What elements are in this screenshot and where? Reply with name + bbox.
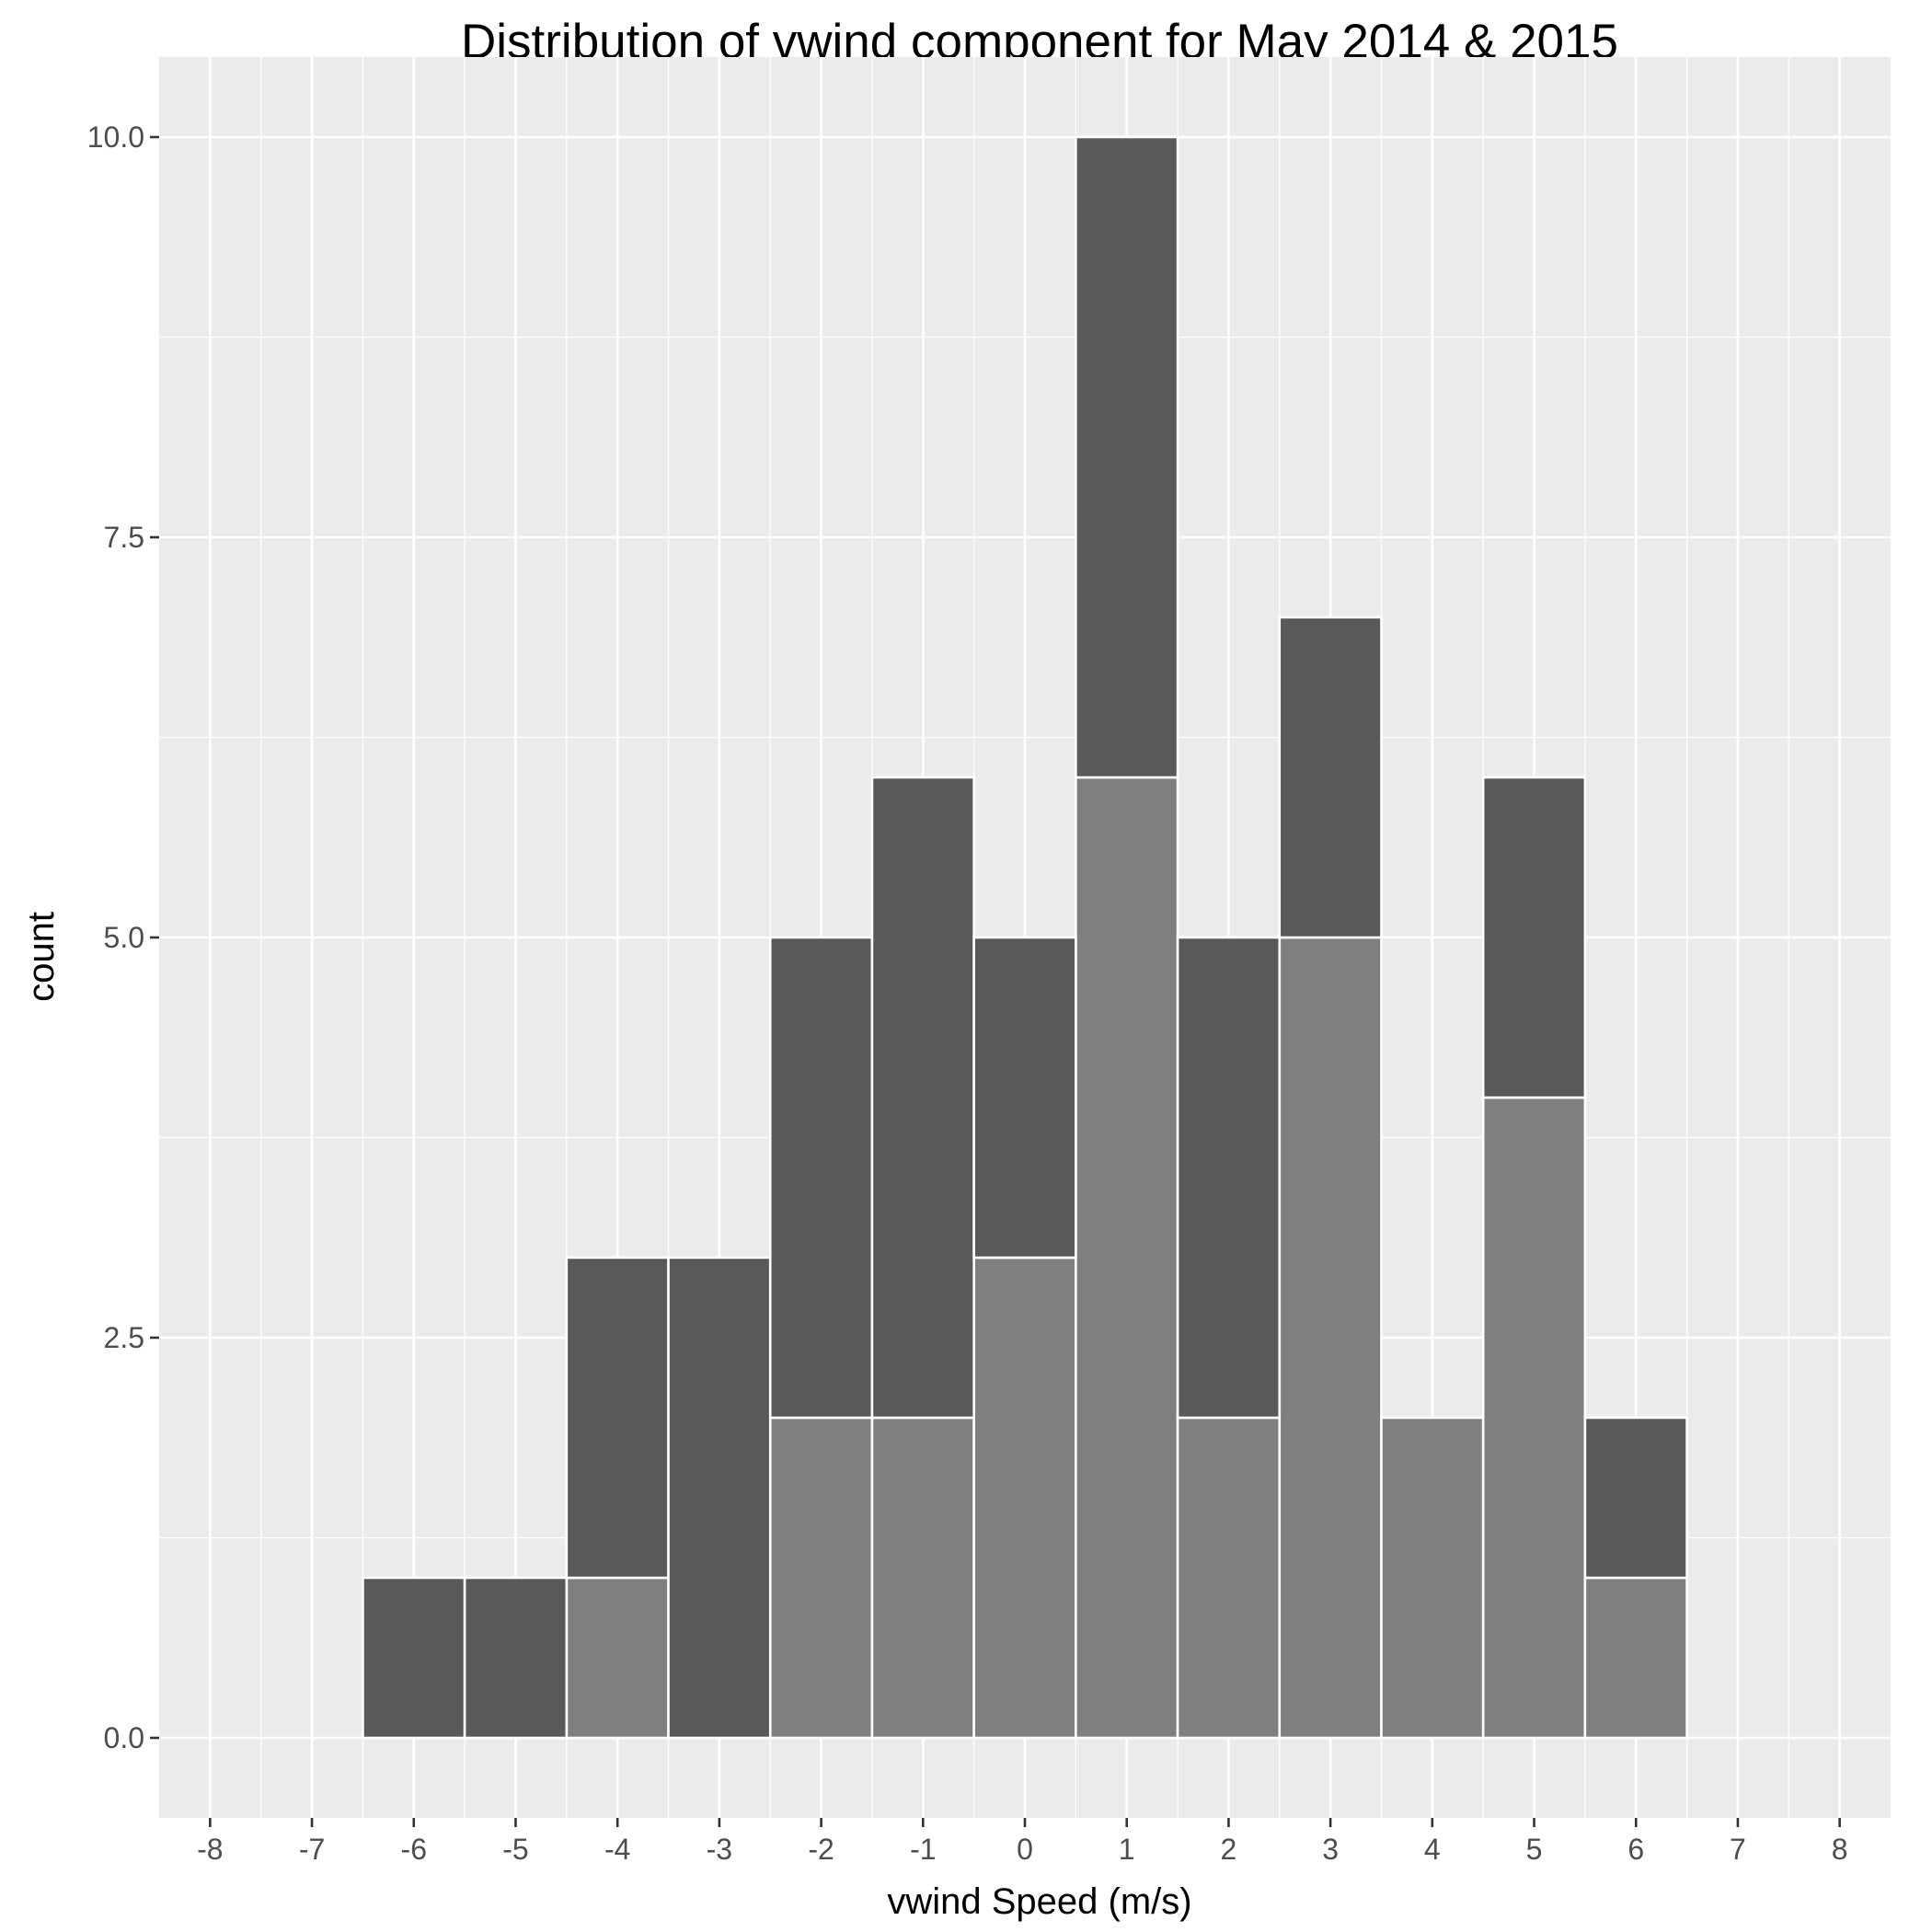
bar-series-2-x--5 <box>463 1576 569 1740</box>
bar-series-1-x-0 <box>972 1256 1077 1740</box>
bar-series-1-x-2 <box>1176 1416 1282 1740</box>
x-tick-label: -8 <box>197 1833 223 1866</box>
x-tick-label: 5 <box>1526 1833 1543 1866</box>
x-tick-label: 8 <box>1832 1833 1848 1866</box>
x-tick-label: 7 <box>1730 1833 1746 1866</box>
x-tick-label: 2 <box>1221 1833 1237 1866</box>
x-tick-label: -3 <box>707 1833 732 1866</box>
bar-series-2-x-1 <box>1075 135 1179 779</box>
x-tick-label: 1 <box>1119 1833 1135 1866</box>
x-tick-label: -5 <box>502 1833 528 1866</box>
x-tick-label: -4 <box>604 1833 630 1866</box>
y-tick-label: 5.0 <box>104 921 144 954</box>
bar-series-2-x-3 <box>1278 615 1383 939</box>
bar-series-2-x--2 <box>768 936 874 1420</box>
bar-series-2-x-2 <box>1176 936 1282 1420</box>
x-tick-label: -1 <box>910 1833 936 1866</box>
bar-series-1-x--2 <box>768 1416 874 1740</box>
x-axis-title: vwind Speed (m/s) <box>887 1881 1191 1922</box>
y-tick-label: 2.5 <box>104 1321 144 1354</box>
x-tick-label: 6 <box>1627 1833 1644 1866</box>
bar-series-1-x-4 <box>1380 1416 1485 1740</box>
bar-series-1-x-1 <box>1075 776 1179 1740</box>
bar-series-2-x--4 <box>565 1256 670 1580</box>
bar-series-1-x--1 <box>870 1416 975 1740</box>
bar-series-2-x-5 <box>1481 776 1587 1099</box>
axes: -8 -7 -6 -5 -4 -3 -2 -1 0 1 2 3 4 5 6 7 8 0.0 2.5 5.0 7.5 10.… <box>87 121 1848 1866</box>
bar-series-1-x-6 <box>1583 1576 1688 1740</box>
bar-series-1-x--4 <box>565 1576 670 1740</box>
y-tick-label: 10.0 <box>87 121 144 154</box>
x-tick-label: -6 <box>401 1833 427 1866</box>
bar-series-2-x--1 <box>870 776 975 1420</box>
x-tick-label: 0 <box>1017 1833 1033 1866</box>
x-tick-label: 4 <box>1424 1833 1441 1866</box>
bar-series-2-x--6 <box>362 1576 466 1740</box>
y-tick-label: 0.0 <box>104 1721 144 1754</box>
bar-series-2-x-6 <box>1583 1416 1688 1580</box>
bar-series-1-x-5 <box>1481 1096 1587 1740</box>
x-tick-label: 3 <box>1322 1833 1339 1866</box>
bars <box>362 135 1688 1740</box>
y-tick-label: 7.5 <box>104 521 144 554</box>
x-tick-label: -7 <box>299 1833 325 1866</box>
y-axis-title: count <box>21 912 62 1002</box>
bar-series-2-x--3 <box>667 1256 772 1740</box>
bar-series-2-x-0 <box>972 936 1077 1259</box>
x-tick-label: -2 <box>808 1833 834 1866</box>
bar-series-1-x-3 <box>1278 936 1383 1740</box>
